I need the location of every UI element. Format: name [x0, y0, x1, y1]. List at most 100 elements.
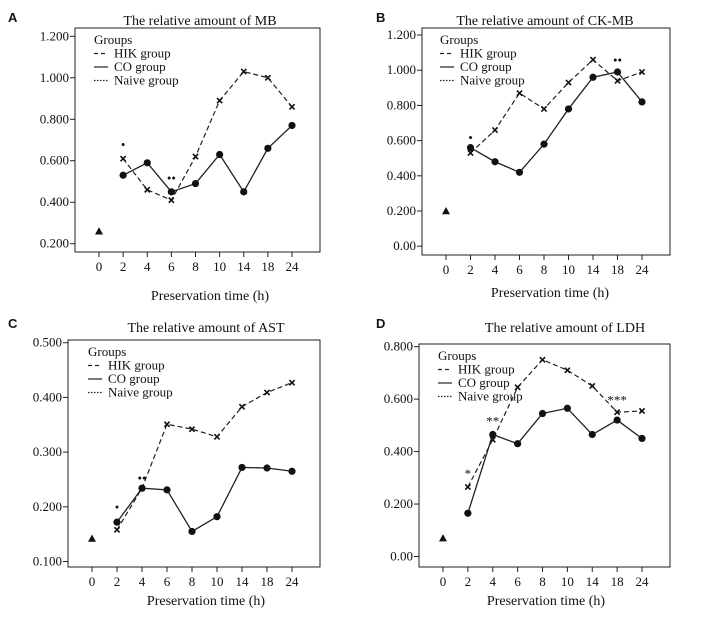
legend-title: Groups: [438, 348, 476, 363]
data-point: [213, 513, 221, 521]
x-tick-label: 0: [89, 574, 96, 589]
x-tick-label: 24: [286, 259, 300, 274]
x-tick-label: 14: [586, 574, 600, 589]
data-point: [563, 404, 571, 412]
legend-entry: Naive group: [108, 385, 173, 400]
series-line: [122, 125, 293, 194]
data-point: [138, 484, 146, 492]
data-point: [638, 434, 646, 443]
chart-panel-a: A The relative amount of MB 0.200 0.400 0.60…: [8, 10, 321, 304]
chart-panel-b: B The relative amount of CK-MB 0.00 0.200 0.…: [376, 10, 671, 301]
y-tick-label: 0.800: [40, 111, 69, 126]
x-tick-label: 4: [490, 574, 497, 589]
data-point: [113, 526, 121, 533]
data-point: [588, 430, 596, 439]
y-tick-label: 0.200: [33, 499, 62, 514]
x-axis-label: Preservation time (h): [487, 594, 606, 609]
plot-frame: [67, 339, 321, 568]
y-tick-label: 0.400: [40, 194, 69, 209]
legend-entry: CO group: [114, 59, 166, 74]
plot-frame: [418, 343, 671, 568]
x-tick-label: 2: [114, 574, 121, 589]
data-point: [288, 467, 296, 475]
y-tick-label: 1.000: [387, 62, 416, 77]
x-tick-label: 18: [261, 574, 274, 589]
y-tick-label: 0.400: [33, 389, 62, 404]
significance-mark: •: [115, 499, 120, 514]
data-point: [638, 98, 646, 106]
chart-title: The relative amount of MB: [123, 14, 276, 29]
panel-letter: D: [376, 316, 385, 331]
x-tick-label: 18: [611, 262, 624, 277]
x-tick-label: 24: [286, 574, 300, 589]
data-point: [144, 186, 151, 193]
data-point: [163, 421, 171, 428]
y-tick-label: 0.600: [40, 153, 69, 168]
x-tick-label: 8: [539, 574, 546, 589]
x-tick-label: 2: [465, 574, 472, 589]
significance-mark: **: [486, 414, 499, 429]
data-point: [163, 486, 171, 494]
legend-entry: Naive group: [114, 73, 179, 88]
x-tick-label: 8: [541, 262, 548, 277]
x-tick-label: 8: [189, 574, 196, 589]
data-point: [515, 168, 524, 176]
data-point: [113, 518, 121, 526]
x-tick-label: 10: [561, 574, 574, 589]
chart-title: The relative amount of CK-MB: [456, 14, 633, 29]
x-tick-label: 6: [516, 262, 523, 277]
significance-mark: ••: [613, 52, 622, 67]
plot-frame: [421, 27, 671, 256]
panel-letter: A: [8, 10, 18, 25]
significance-mark: •: [468, 130, 473, 145]
x-tick-label: 6: [164, 574, 171, 589]
chart-title: The relative amount of AST: [127, 321, 285, 336]
data-point: [614, 77, 621, 84]
data-point: [491, 158, 499, 166]
x-tick-label: 14: [237, 259, 251, 274]
data-point: [540, 140, 548, 148]
legend-entry: CO group: [460, 59, 512, 74]
y-tick-label: 0.00: [393, 238, 416, 253]
series-line: [467, 407, 643, 514]
panel-letter: B: [376, 10, 385, 25]
data-point: [288, 379, 296, 386]
chart-panel-d: D The relative amount of LDH 0.00 0.200 0.40…: [376, 316, 671, 609]
y-tick-label: 0.400: [387, 168, 416, 183]
x-tick-label: 0: [440, 574, 447, 589]
x-axis-label: Preservation time (h): [151, 289, 270, 304]
data-point: [264, 144, 272, 152]
y-tick-label: 0.500: [33, 335, 62, 350]
data-point: [638, 68, 646, 76]
x-tick-label: 10: [213, 259, 226, 274]
x-tick-label: 0: [443, 262, 450, 277]
data-point: [238, 463, 246, 472]
y-tick-label: 1.200: [40, 28, 69, 43]
data-point: [467, 149, 474, 157]
x-tick-label: 8: [192, 259, 199, 274]
data-point: [564, 105, 573, 113]
data-point: [491, 126, 499, 134]
data-point: [589, 382, 596, 390]
y-tick-label: 1.200: [387, 27, 416, 42]
data-point: [240, 68, 247, 75]
data-point: [263, 389, 271, 396]
x-tick-label: 4: [144, 259, 151, 274]
legend-entry: HIK group: [108, 358, 165, 373]
data-point: [514, 440, 522, 448]
data-point: [191, 179, 200, 188]
y-tick-label: 1.000: [40, 70, 69, 85]
y-tick-label: 0.400: [384, 444, 413, 459]
data-point: [95, 227, 103, 235]
series-line: [116, 466, 293, 533]
legend-entry: CO group: [108, 371, 160, 386]
legend-title: Groups: [94, 32, 132, 47]
data-point: [168, 196, 175, 204]
legend-title: Groups: [440, 32, 478, 47]
data-point: [216, 97, 223, 104]
data-point: [538, 409, 547, 418]
x-axis-label: Preservation time (h): [491, 286, 610, 301]
series-line: [470, 71, 643, 174]
data-point: [540, 105, 548, 113]
